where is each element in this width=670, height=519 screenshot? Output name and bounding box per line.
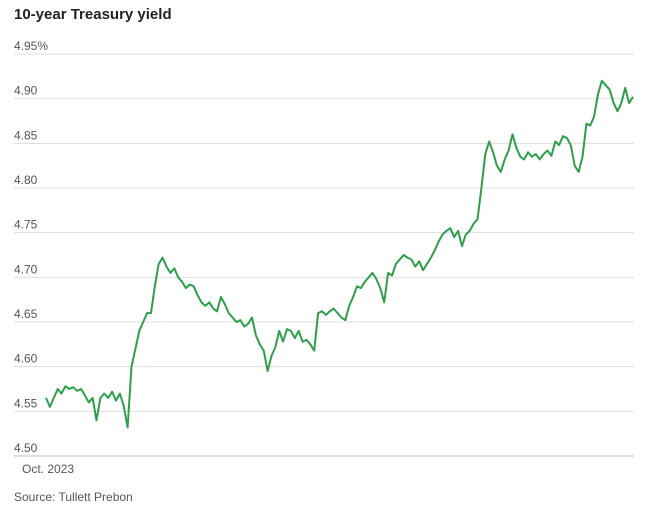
y-tick-label: 4.70 — [14, 262, 38, 276]
y-tick-label: 4.80 — [14, 173, 38, 187]
y-tick-label: 4.75 — [14, 218, 38, 232]
y-tick-label: 4.55 — [14, 396, 38, 410]
y-axis-tick-labels: 4.50 4.55 4.60 4.65 4.70 4.75 4.80 4.85 4.90 4.95… — [14, 39, 48, 455]
x-axis-tick-labels: Oct. 2023 — [22, 462, 74, 476]
yield-series-line — [45, 79, 634, 429]
y-tick-label: 4.85 — [14, 128, 38, 142]
series-layer — [45, 79, 634, 429]
source-note: Source: Tullett Prebon — [14, 490, 133, 504]
y-tick-label: 4.60 — [14, 352, 38, 366]
y-tick-label: 4.50 — [14, 441, 38, 455]
x-tick-label: Oct. 2023 — [22, 462, 74, 476]
chart-title: 10-year Treasury yield — [14, 6, 172, 23]
y-tick-label: 4.95% — [14, 39, 48, 53]
gridlines — [14, 53, 634, 457]
y-tick-label: 4.65 — [14, 307, 38, 321]
y-tick-label: 4.90 — [14, 84, 38, 98]
